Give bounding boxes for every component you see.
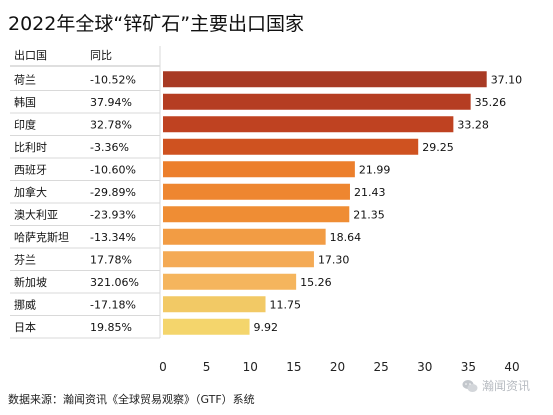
wechat-icon [462, 379, 478, 392]
bar-value-label: 18.64 [330, 231, 362, 244]
x-tick-label: 0 [159, 360, 167, 374]
bar [163, 273, 297, 290]
bar [163, 318, 250, 335]
yoy-label: 19.85% [90, 321, 132, 334]
bar [163, 251, 314, 268]
yoy-label: -3.36% [90, 141, 129, 154]
watermark-text: 瀚闻资讯 [482, 379, 531, 393]
country-label: 新加坡 [14, 275, 47, 289]
country-label: 西班牙 [14, 163, 47, 176]
country-label: 澳大利亚 [14, 207, 58, 221]
country-label: 挪威 [14, 297, 36, 311]
country-label: 芬兰 [14, 253, 36, 266]
country-label: 印度 [14, 117, 36, 131]
country-label: 哈萨克斯坦 [14, 230, 69, 244]
yoy-label: -10.60% [90, 163, 136, 176]
bar [163, 183, 350, 200]
bar [163, 228, 326, 245]
bar-value-label: 11.75 [270, 298, 302, 311]
x-tick-label: 15 [286, 360, 301, 374]
bar [163, 296, 266, 313]
x-tick-label: 35 [461, 360, 476, 374]
bar [163, 93, 471, 110]
bar-value-label: 21.43 [354, 186, 386, 199]
bar [163, 206, 350, 223]
yoy-label: -23.93% [90, 208, 136, 221]
x-tick-label: 25 [373, 360, 388, 374]
bar-value-label: 29.25 [422, 141, 454, 154]
bar [163, 71, 487, 88]
bar-value-label: 21.99 [359, 163, 391, 176]
yoy-label: -17.18% [90, 298, 136, 311]
x-tick-label: 10 [243, 360, 258, 374]
yoy-label: -29.89% [90, 186, 136, 199]
yoy-label: 321.06% [90, 276, 139, 289]
chart-title: 2022年全球“锌矿石”主要出口国家 [8, 13, 305, 35]
yoy-label: 17.78% [90, 253, 132, 266]
country-label: 日本 [14, 320, 36, 334]
bar-value-label: 21.35 [353, 208, 385, 221]
country-label: 韩国 [14, 95, 36, 109]
bar-value-label: 33.28 [457, 118, 489, 131]
bar-value-label: 35.26 [475, 96, 507, 109]
table-gridlines [10, 46, 161, 339]
bar [163, 116, 454, 133]
x-tick-label: 40 [504, 360, 519, 374]
yoy-label: 37.94% [90, 96, 132, 109]
bar-value-label: 37.10 [491, 73, 523, 86]
country-label: 荷兰 [14, 73, 36, 86]
x-tick-label: 5 [203, 360, 211, 374]
country-label: 比利时 [14, 141, 47, 154]
bar-value-label: 15.26 [300, 276, 332, 289]
header-country: 出口国 [14, 48, 47, 62]
bar-value-label: 17.30 [318, 253, 350, 266]
chart-rows: 荷兰 -10.52% 韩国 37.94% 印度 32.78% 比利时 -3.36% 西班牙 -10… [14, 73, 139, 334]
bar-value-label: 9.92 [254, 321, 279, 334]
watermark-logo: 瀚闻资讯 [462, 377, 530, 394]
yoy-label: 32.78% [90, 118, 132, 131]
bar [163, 161, 355, 178]
x-tick-label: 30 [417, 360, 432, 374]
header-yoy: 同比 [90, 49, 112, 62]
yoy-label: -10.52% [90, 73, 136, 86]
bar [163, 138, 419, 155]
yoy-label: -13.34% [90, 231, 136, 244]
source-note: 数据来源：瀚闻资讯《全球贸易观察》（GTF）系统 [8, 393, 255, 406]
x-tick-label: 20 [330, 360, 345, 374]
x-axis-ticks: 0 5 10 15 20 25 30 35 40 [159, 360, 519, 374]
country-label: 加拿大 [14, 185, 47, 199]
